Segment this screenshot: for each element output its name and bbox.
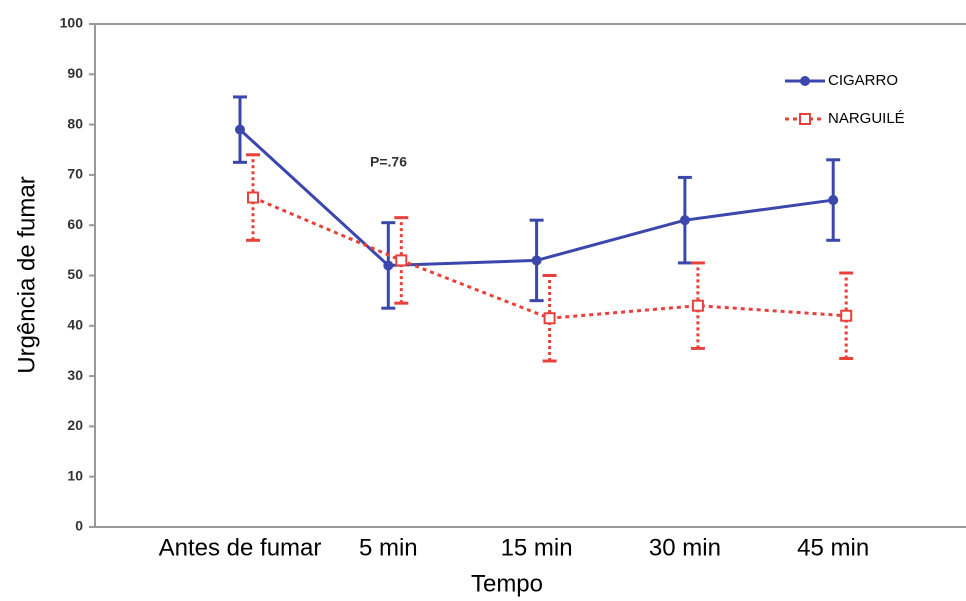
marker [828,195,839,206]
legend-marker [800,76,810,86]
x-tick-label: 15 min [501,534,573,561]
y-tick-label: 50 [67,266,83,282]
legend-label: CIGARRO [828,72,898,89]
y-tick-label: 90 [67,65,83,81]
marker [840,309,853,322]
marker [679,215,690,226]
y-tick-label: 20 [67,417,83,433]
marker [383,260,394,271]
x-tick-label: 45 min [797,534,869,561]
x-axis-label: Tempo [471,570,543,597]
marker [543,312,556,325]
annotation: P=.76 [370,154,407,170]
y-tick-label: 100 [60,15,84,31]
marker [235,124,245,135]
y-axis-label: Urgência de fumar [13,176,40,373]
y-tick-label: 80 [67,115,83,131]
x-tick-label: Antes de fumar [159,534,322,561]
legend-label: NARGUILÉ [828,110,905,127]
y-tick-label: 70 [67,166,83,182]
legend-marker [799,113,811,125]
marker [395,254,408,267]
y-tick-label: 30 [67,367,83,383]
y-tick-label: 40 [67,317,83,333]
y-tick-label: 60 [67,216,83,232]
y-tick-label: 10 [67,467,83,483]
marker [247,191,259,204]
plot-frame [94,23,966,528]
x-tick-label: 5 min [359,534,418,561]
x-tick-label: 30 min [649,534,721,561]
marker [531,255,542,266]
marker [691,299,704,312]
y-tick-label: 0 [75,518,83,534]
